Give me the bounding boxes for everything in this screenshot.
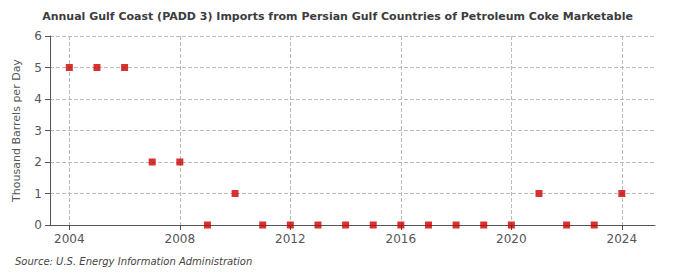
svg-text:2: 2 xyxy=(34,155,42,169)
svg-text:6: 6 xyxy=(34,29,42,43)
svg-text:Source: U.S. Energy Informatio: Source: U.S. Energy Information Administ… xyxy=(15,256,252,267)
svg-text:2016: 2016 xyxy=(386,232,417,246)
svg-text:0: 0 xyxy=(34,218,42,232)
svg-text:5: 5 xyxy=(34,61,42,75)
svg-text:4: 4 xyxy=(34,92,42,106)
svg-text:Annual Gulf Coast (PADD 3) Imp: Annual Gulf Coast (PADD 3) Imports from … xyxy=(42,10,633,23)
svg-text:Thousand Barrels per Day: Thousand Barrels per Day xyxy=(10,59,23,203)
svg-text:2004: 2004 xyxy=(54,232,85,246)
svg-text:2020: 2020 xyxy=(496,232,527,246)
svg-text:2012: 2012 xyxy=(275,232,306,246)
svg-text:2024: 2024 xyxy=(607,232,638,246)
svg-text:2008: 2008 xyxy=(165,232,196,246)
svg-text:3: 3 xyxy=(34,124,42,138)
svg-text:1: 1 xyxy=(34,187,42,201)
